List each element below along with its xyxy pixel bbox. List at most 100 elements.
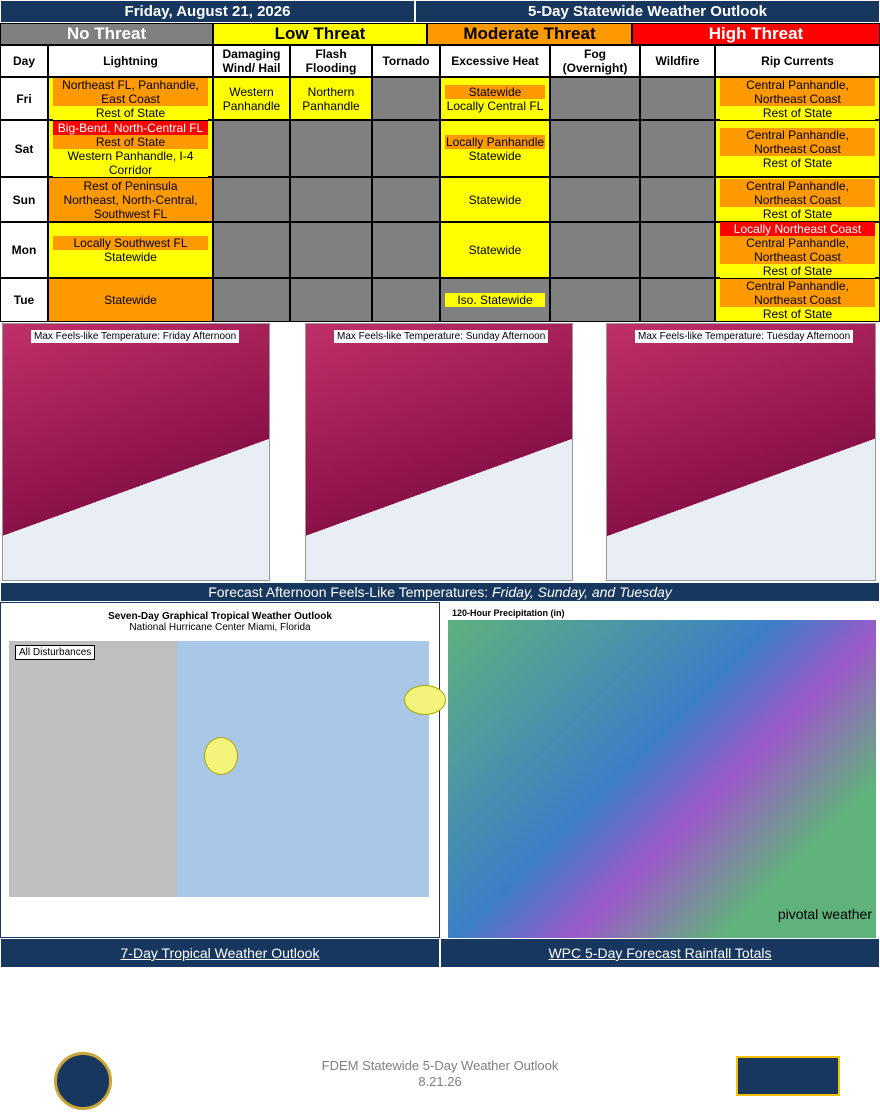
threat-cell: Rest of Peninsula Northeast, North-Centra… <box>48 177 213 222</box>
threat-text: Rest of State <box>720 206 875 221</box>
threat-cell <box>213 278 290 322</box>
tag: All Disturbances <box>15 645 96 660</box>
threat-cell: Central Panhandle, Northeast Coast Rest o… <box>715 120 880 177</box>
threat-cell <box>640 278 715 322</box>
threat-text: Rest of State <box>720 264 875 278</box>
rainfall-caption: WPC 5-Day Forecast Rainfall Totals <box>440 938 880 968</box>
threat-cell <box>640 222 715 278</box>
tropical-panel: Seven-Day Graphical Tropical Weather Out… <box>0 602 446 938</box>
day-cell: Tue <box>0 278 48 322</box>
threat-cell <box>550 177 640 222</box>
column-header: Flash Flooding <box>290 45 372 77</box>
threat-text: Rest of State <box>53 134 208 149</box>
tropical-caption: 7-Day Tropical Weather Outlook <box>0 938 440 968</box>
disturbance-area <box>204 737 238 775</box>
column-header: Wildfire <box>640 45 715 77</box>
threat-cell: Statewide <box>48 278 213 322</box>
temp-caption: Forecast Afternoon Feels-Like Temperatur… <box>0 582 880 602</box>
threat-text: Statewide <box>445 148 545 163</box>
temp-map: Max Feels-like Temperature: Friday After… <box>2 323 270 581</box>
threat-text: Rest of State <box>720 307 875 321</box>
column-header: Damaging Wind/ Hail <box>213 45 290 77</box>
threat-cell: Statewide Locally Central FL <box>440 77 550 120</box>
threat-text: Locally Panhandle <box>445 134 545 149</box>
map-title: Max Feels-like Temperature: Tuesday Afte… <box>635 330 854 343</box>
threat-text: Big-Bend, North-Central FL <box>53 120 208 135</box>
column-header: Rip Currents <box>715 45 880 77</box>
threat-cell: Iso. Statewide <box>440 278 550 322</box>
threat-cell <box>640 177 715 222</box>
threat-cell: Statewide <box>440 222 550 278</box>
temp-map: Max Feels-like Temperature: Sunday After… <box>305 323 573 581</box>
threat-text: Western Panhandle, I-4 Corridor <box>53 148 208 177</box>
threat-text: Central Panhandle, Northeast Coast <box>720 77 875 106</box>
column-header: Day <box>0 45 48 77</box>
threat-text: Northern Panhandle <box>295 84 367 113</box>
threat-cell: Locally Southwest FL Statewide <box>48 222 213 278</box>
threat-text: Northeast FL, Panhandle, East Coast <box>53 77 208 106</box>
threat-cell <box>213 177 290 222</box>
threat-text: Statewide <box>445 192 545 207</box>
footer-date: 8.21.26 <box>418 1074 462 1089</box>
threat-cell <box>372 177 440 222</box>
threat-text: Statewide <box>53 293 208 307</box>
threat-cell <box>550 222 640 278</box>
rainfall-title: 120-Hour Precipitation (in) <box>448 606 876 620</box>
threat-cell <box>290 120 372 177</box>
tropical-subtitle: National Hurricane Center Miami, Florida <box>129 622 311 633</box>
threat-cell: Central Panhandle, Northeast Coast Rest o… <box>715 177 880 222</box>
threat-cell <box>640 120 715 177</box>
threat-text: Rest of State <box>53 105 208 120</box>
threat-text: Western Panhandle <box>218 84 285 113</box>
legend-item: Low Threat <box>213 23 427 45</box>
legend-item: No Threat <box>0 23 213 45</box>
threat-cell <box>550 77 640 120</box>
threat-cell <box>213 120 290 177</box>
threat-cell <box>640 77 715 120</box>
threat-cell: Northern Panhandle <box>290 77 372 120</box>
threat-cell <box>290 222 372 278</box>
title-banner: 5-Day Statewide Weather Outlook <box>415 0 880 23</box>
footer: FDEM Statewide 5-Day Weather Outlook 8.2… <box>240 1058 640 1090</box>
fdem-logo <box>54 1052 112 1110</box>
threat-text: Rest of State <box>720 105 875 120</box>
threat-text: Locally Northeast Coast <box>720 222 875 236</box>
threat-text: Northeast, North-Central, Southwest FL <box>53 192 208 221</box>
threat-cell <box>550 278 640 322</box>
threat-text: Statewide <box>445 243 545 257</box>
threat-text: Locally Central FL <box>445 98 545 113</box>
column-header: Tornado <box>372 45 440 77</box>
rainfall-map: 120-Hour Precipitation (in) pivotal weat… <box>448 606 876 938</box>
threat-cell <box>372 120 440 177</box>
threat-cell <box>550 120 640 177</box>
map-title: Max Feels-like Temperature: Friday After… <box>31 330 240 343</box>
date-banner: Friday, August 21, 2026 <box>0 0 415 23</box>
threat-cell: Locally Panhandle Statewide <box>440 120 550 177</box>
footer-title: FDEM Statewide 5-Day Weather Outlook <box>321 1058 559 1073</box>
threat-text: Central Panhandle, Northeast Coast <box>720 236 875 264</box>
threat-cell <box>372 222 440 278</box>
day-cell: Sat <box>0 120 48 177</box>
threat-text: Statewide <box>53 250 208 264</box>
tropical-title: Seven-Day Graphical Tropical Weather Out… <box>108 611 332 622</box>
threat-text: Locally Southwest FL <box>53 236 208 250</box>
threat-cell: Statewide <box>440 177 550 222</box>
disturbance-area <box>404 685 446 715</box>
threat-cell: Central Panhandle, Northeast Coast Rest o… <box>715 278 880 322</box>
threat-cell: Western Panhandle <box>213 77 290 120</box>
threat-text: Central Panhandle, Northeast Coast <box>720 178 875 207</box>
threat-text: Central Panhandle, Northeast Coast <box>720 127 875 156</box>
threat-cell <box>213 222 290 278</box>
day-cell: Fri <box>0 77 48 120</box>
day-cell: Mon <box>0 222 48 278</box>
legend-item: Moderate Threat <box>427 23 632 45</box>
caption-text: Forecast Afternoon Feels-Like Temperatur… <box>208 584 489 600</box>
plan-logo <box>736 1056 840 1096</box>
threat-text: Rest of Peninsula <box>53 178 208 193</box>
threat-cell: Locally Northeast Coast Central Panhandle… <box>715 222 880 278</box>
column-header: Fog (Overnight) <box>550 45 640 77</box>
caption-days: Friday, Sunday, and Tuesday <box>492 584 672 600</box>
threat-cell <box>372 77 440 120</box>
threat-cell: Central Panhandle, Northeast Coast Rest o… <box>715 77 880 120</box>
